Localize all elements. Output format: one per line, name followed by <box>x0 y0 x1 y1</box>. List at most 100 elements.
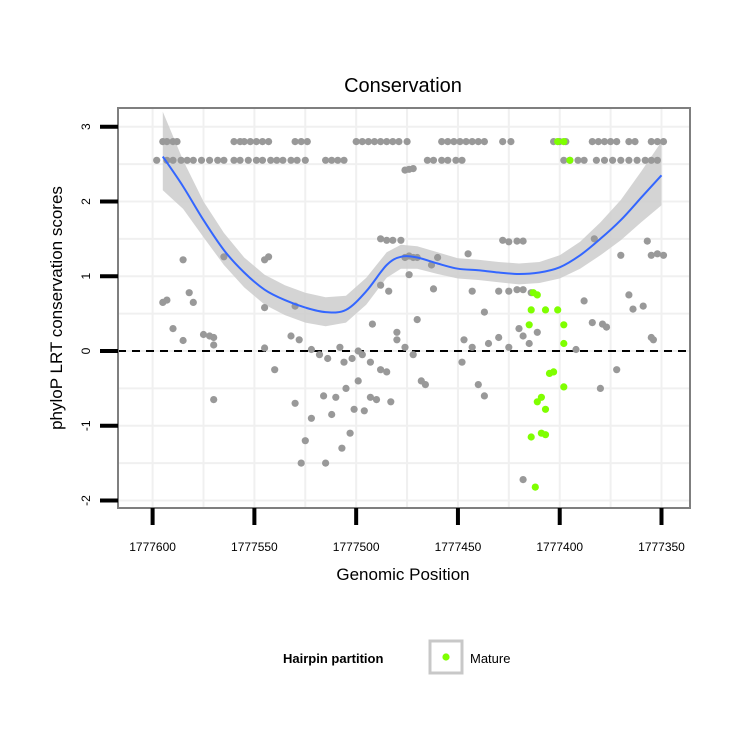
y-tick-label: -1 <box>79 420 93 431</box>
data-point-all <box>389 236 397 244</box>
data-point-all <box>625 291 633 299</box>
data-point-all <box>653 138 662 146</box>
data-point-all <box>346 429 354 437</box>
data-point-all <box>653 156 662 164</box>
data-point-all <box>377 366 385 374</box>
data-point-all <box>246 138 254 146</box>
data-point-all <box>480 138 488 146</box>
data-point-all <box>625 156 633 164</box>
y-axis-title: phyloP LRT conservation scores <box>47 186 66 430</box>
data-point-all <box>189 156 197 164</box>
data-point-all <box>515 325 523 333</box>
data-point-all <box>383 368 391 376</box>
data-point-all <box>607 138 615 146</box>
data-point-all <box>395 138 403 146</box>
data-point-all <box>322 156 330 164</box>
data-point-all <box>297 138 305 146</box>
data-point-all <box>244 156 252 164</box>
data-point-mature <box>545 369 554 377</box>
data-point-all <box>340 358 348 366</box>
data-point-all <box>303 138 311 146</box>
grid-lines <box>118 108 690 508</box>
x-tick-label: 1777450 <box>435 540 482 554</box>
data-point-all <box>199 330 208 339</box>
data-point-all <box>613 366 621 374</box>
data-point-all <box>240 138 248 146</box>
data-point-all <box>474 138 482 146</box>
data-point-all <box>377 235 385 243</box>
data-point-all <box>421 381 429 389</box>
y-tick-label: 1 <box>79 273 93 280</box>
data-point-all <box>293 156 301 164</box>
data-point-all <box>438 138 446 146</box>
data-point-all <box>590 235 598 243</box>
smooth-line-layer <box>161 156 663 314</box>
y-tick-label: 2 <box>79 198 93 205</box>
data-point-mature <box>541 431 550 439</box>
data-point-all <box>580 297 588 305</box>
data-point-all <box>358 351 366 359</box>
data-point-all <box>409 351 417 359</box>
data-point-all <box>252 156 260 164</box>
data-point-all <box>334 156 342 164</box>
data-point-mature <box>560 339 568 348</box>
data-point-all <box>468 138 476 146</box>
data-point-all <box>271 366 279 374</box>
data-point-mature <box>531 483 539 491</box>
legend-key-mature <box>442 653 450 661</box>
data-point-all <box>647 333 655 342</box>
data-point-all <box>639 302 647 310</box>
data-point-all <box>429 156 438 164</box>
data-point-all <box>507 138 515 146</box>
panel-border <box>117 107 691 509</box>
data-point-all <box>261 304 269 312</box>
data-point-all <box>320 392 328 400</box>
data-point-all <box>572 345 580 354</box>
data-point-all <box>301 156 309 164</box>
data-point-all <box>519 332 527 340</box>
data-point-all <box>468 343 476 351</box>
data-point-all <box>474 381 482 389</box>
data-point-mature <box>554 306 562 314</box>
data-point-all <box>594 138 603 146</box>
plot-panel <box>118 108 690 508</box>
data-point-all <box>372 396 381 404</box>
data-point-all <box>429 285 438 293</box>
data-point-all <box>163 138 171 146</box>
data-point-all <box>423 156 431 164</box>
legend: Hairpin partition Mature <box>283 639 510 675</box>
data-point-all <box>505 343 513 351</box>
data-point-mature <box>566 156 574 164</box>
data-point-all <box>352 138 360 146</box>
data-point-all <box>183 156 191 164</box>
data-point-all <box>206 156 214 164</box>
data-point-all <box>495 287 503 295</box>
data-point-all <box>460 336 468 344</box>
data-point-all <box>307 345 315 354</box>
data-point-all <box>173 138 181 146</box>
data-point-mature <box>525 321 533 329</box>
data-point-all <box>291 399 299 407</box>
data-point-all <box>519 237 527 245</box>
data-point-mature <box>560 138 568 146</box>
data-point-all <box>480 308 488 316</box>
data-point-all <box>163 296 171 304</box>
data-point-all <box>600 138 609 146</box>
data-point-all <box>358 138 366 146</box>
data-point-all <box>267 156 275 164</box>
x-axis-title: Genomic Position <box>336 565 469 584</box>
data-point-all <box>279 156 287 164</box>
data-point-all <box>364 138 372 146</box>
data-point-all <box>560 156 568 164</box>
data-point-all <box>230 138 238 146</box>
data-point-all <box>340 156 348 164</box>
data-point-all <box>647 138 655 146</box>
x-tick-label: 1777550 <box>231 540 278 554</box>
data-point-all <box>444 138 452 146</box>
data-point-all <box>189 298 197 306</box>
data-point-all <box>574 156 582 164</box>
data-point-all <box>495 333 503 342</box>
data-point-all <box>480 392 488 400</box>
data-point-all <box>519 476 527 484</box>
data-point-all <box>588 319 596 327</box>
